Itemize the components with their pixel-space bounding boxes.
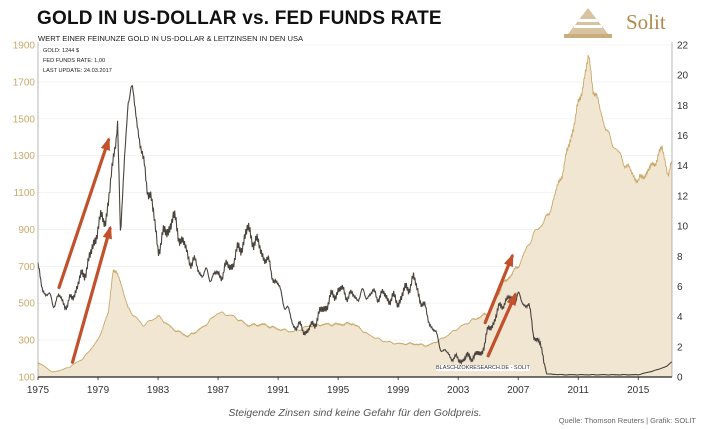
right-tick-label: 2 [677, 342, 683, 353]
trend-arrow-shaft [486, 293, 517, 358]
left-tick-label: 900 [18, 225, 35, 236]
right-tick-label: 4 [677, 312, 683, 323]
x-tick-label: 2011 [567, 385, 589, 396]
solit-logo-icon [564, 8, 612, 38]
right-tick-label: 0 [677, 373, 683, 384]
right-tick-label: 6 [677, 282, 683, 293]
trend-arrow-head [102, 225, 112, 240]
left-tick-label: 1900 [13, 41, 36, 52]
chart-caption: Steigende Zinsen sind keine Gefahr für d… [228, 407, 482, 419]
left-tick-label: 500 [18, 299, 35, 310]
chart-title: GOLD IN US-DOLLAR vs. FED FUNDS RATE [37, 8, 442, 29]
left-tick-label: 700 [18, 262, 35, 273]
left-axis-ticks: 100 300 500 700 900 1100 1300 1500 1700 1900 [13, 41, 36, 384]
right-tick-label: 20 [677, 71, 689, 82]
x-tick-label: 1991 [267, 385, 290, 396]
axes [37, 42, 673, 378]
trend-arrows [57, 137, 517, 364]
x-axis-ticks: 1975 1979 1983 1987 1991 1995 1999 2003 2007 2011… [27, 377, 650, 396]
left-tick-label: 1700 [13, 77, 36, 88]
left-tick-label: 1300 [13, 151, 36, 162]
left-tick-label: 100 [18, 373, 35, 384]
source-credit: Quelle: Thomson Reuters | Grafik: SOLIT [558, 416, 696, 425]
x-tick-label: 1995 [327, 385, 350, 396]
right-tick-label: 12 [677, 191, 689, 202]
watermark-text: BLASCHZOKRESEARCH.DE - SOLIT [436, 365, 530, 371]
trend-arrow-head [504, 253, 514, 268]
trend-arrow-shaft [483, 254, 514, 325]
x-tick-label: 1979 [87, 385, 110, 396]
chart-subtitle: WERT EINER FEINUNZE GOLD IN US-DOLLAR & … [38, 34, 304, 43]
right-tick-label: 8 [677, 252, 683, 263]
x-tick-label: 2015 [627, 385, 650, 396]
trend-arrow-head [506, 292, 517, 306]
x-tick-label: 2007 [507, 385, 530, 396]
trend-arrow-shaft [57, 138, 111, 290]
left-tick-label: 1100 [13, 188, 35, 199]
fed-value-text: FED FUNDS RATE: 1,00 [43, 58, 106, 64]
right-tick-label: 14 [677, 161, 689, 172]
x-tick-label: 1999 [387, 385, 410, 396]
left-tick-label: 300 [18, 336, 35, 347]
left-tick-label: 1500 [13, 114, 36, 125]
right-tick-label: 16 [677, 131, 689, 142]
brand-name: Solit [626, 10, 666, 34]
series-gold-line [37, 54, 673, 373]
x-tick-label: 1983 [147, 385, 170, 396]
trend-arrow-shaft [70, 226, 112, 364]
last-update-text: LAST UPDATE: 24.03.2017 [43, 68, 112, 74]
x-tick-label: 2003 [447, 385, 470, 396]
x-tick-label: 1987 [207, 385, 230, 396]
right-tick-label: 18 [677, 101, 689, 112]
trend-arrow-head [100, 137, 110, 151]
right-tick-label: 22 [677, 41, 689, 52]
gold-area [38, 55, 672, 377]
x-tick-label: 1975 [27, 385, 50, 396]
gold-value-text: GOLD: 1244 $ [43, 48, 80, 54]
right-axis-ticks: 0 2 4 6 8 10 12 14 16 18 20 22 [677, 41, 689, 384]
series-fed-line [37, 84, 673, 376]
right-tick-label: 10 [677, 222, 689, 233]
info-box: GOLD: 1244 $ FED FUNDS RATE: 1,00 LAST U… [41, 46, 114, 76]
